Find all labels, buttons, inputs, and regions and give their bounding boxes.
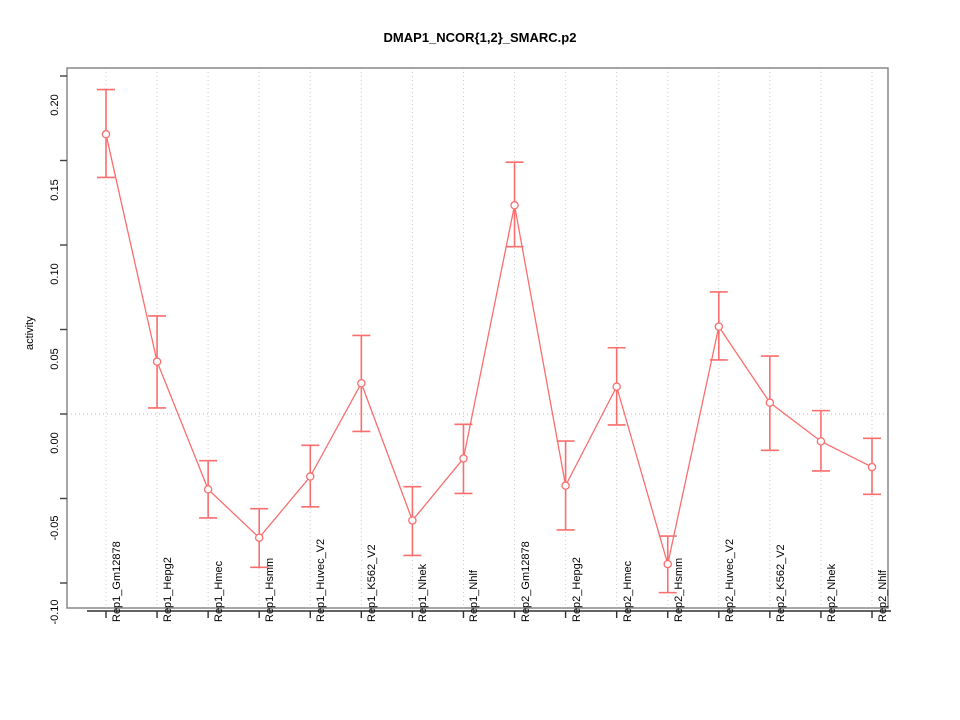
- plot-frame: [66, 67, 889, 609]
- data-point-marker: Rep1_Nhek: -0.063: [408, 516, 417, 525]
- data-point-marker: Rep2_Hsmm: -0.0888: [663, 559, 672, 569]
- data-markers: Rep1_Gm12878: 0.1655 Rep1_Hepg2: 0.031 Rep…: [101, 130, 877, 569]
- x-tick-label: Rep2_Huvec_V2: [723, 538, 736, 622]
- gridlines: [67, 68, 888, 608]
- data-point-marker: Rep2_Huvec_V2: 0.0517: [714, 322, 724, 331]
- x-tick-label: Rep1_Hmec: [213, 560, 226, 622]
- chart-title: DMAP1_NCOR{1,2}_SMARC.p2: [383, 30, 577, 45]
- x-tick-label: Rep2_Gm12878: [519, 541, 532, 622]
- data-point-marker: Rep1_Nhlf: -0.0263: [459, 454, 468, 463]
- error-bars: [97, 88, 881, 594]
- x-tick-label: Rep1_Nhlf: [468, 570, 481, 622]
- data-point-marker: Rep2_Nhek: -0.0162: [816, 437, 826, 446]
- x-tick-label: Rep1_Hepg2: [162, 557, 175, 622]
- y-tick-label: 0.15: [49, 178, 61, 201]
- data-point-marker: Rep2_Nhlf: -0.0314: [867, 462, 877, 472]
- data-point-marker: Rep2_Gm12878: 0.1235: [510, 201, 519, 210]
- x-tick-label: Rep2_Nhlf: [877, 570, 889, 622]
- y-tick-label: 0.05: [49, 347, 61, 370]
- data-point-marker: Rep2_K562_V2: 0.0067: [765, 398, 775, 407]
- data-point-marker: Rep2_Hepg2: -0.0424: [561, 481, 570, 490]
- y-axis-ticks: [60, 75, 67, 584]
- y-tick-label: 0.00: [49, 432, 61, 454]
- data-point-marker: Rep1_Gm12878: 0.1655: [101, 130, 111, 139]
- x-tick-label: Rep1_Hsmm: [264, 557, 277, 622]
- y-tick-label: 0.10: [49, 263, 61, 285]
- x-tick-label: Rep2_Hmec: [621, 560, 634, 622]
- data-line: [105, 134, 873, 565]
- x-tick-label: Rep1_Huvec_V2: [315, 538, 328, 622]
- data-point-marker: Rep1_K562_V2: 0.0182: [357, 378, 366, 388]
- y-tick-label: -0.10: [49, 599, 61, 625]
- x-tick-label: Rep1_K562_V2: [366, 544, 379, 622]
- data-point-marker: Rep1_Hmec: -0.0446: [203, 485, 213, 494]
- data-point-marker: Rep1_Hepg2: 0.031: [152, 357, 162, 366]
- x-tick-label: Rep2_Hsmm: [672, 557, 685, 622]
- y-tick-label: -0.05: [49, 514, 61, 541]
- x-tick-label: Rep1_Gm12878: [111, 541, 123, 622]
- data-point-marker: Rep1_Huvec_V2: -0.037: [306, 472, 315, 481]
- x-tick-label: Rep2_K562_V2: [774, 544, 787, 622]
- x-tick-label: Rep2_Nhek: [825, 563, 838, 622]
- x-axis-ticks: [87, 610, 891, 618]
- data-point-marker: Rep1_Hsmm: -0.0732: [254, 533, 264, 542]
- x-tick-label: Rep2_Hepg2: [570, 557, 583, 622]
- data-point-marker: Rep2_Hmec: 0.0162: [612, 382, 621, 391]
- y-tick-label: 0.20: [49, 94, 61, 116]
- x-tick-label: Rep1_Nhek: [417, 563, 430, 622]
